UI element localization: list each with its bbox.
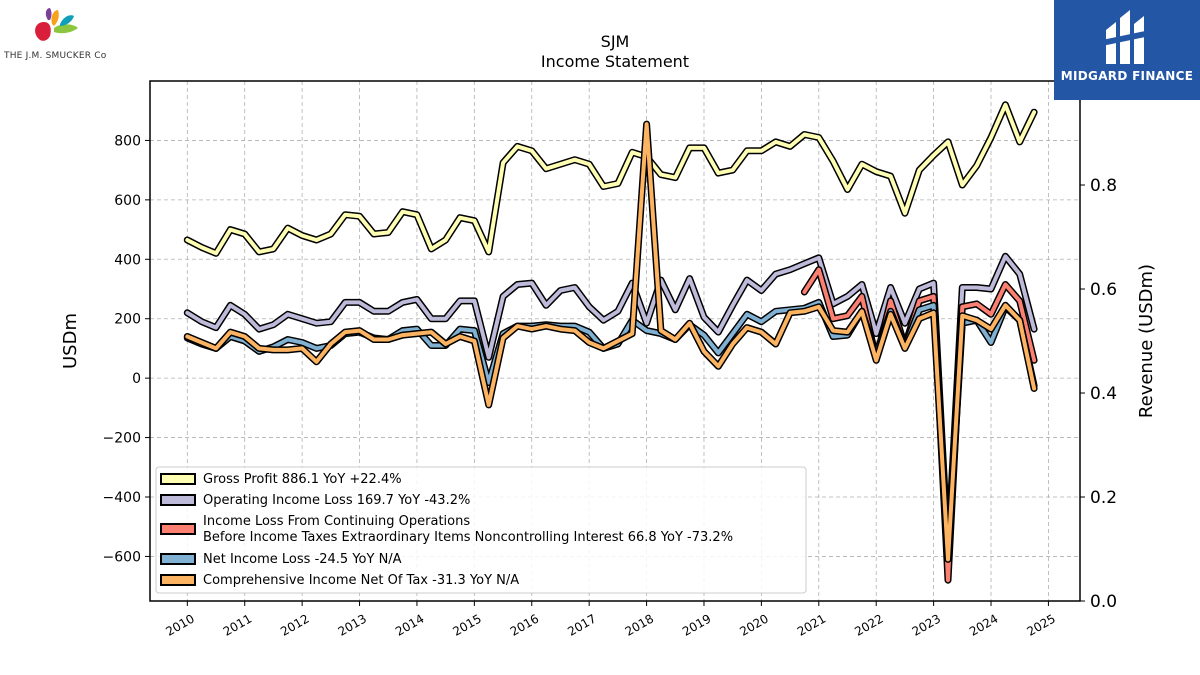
x-tick-label: 2016 bbox=[508, 611, 541, 638]
left-logo-text: THE J.M. SMUCKER Co bbox=[4, 51, 107, 61]
series-4 bbox=[183, 120, 1038, 563]
y2-axis-label: Revenue (USDm) bbox=[1136, 264, 1157, 418]
right-logo-text: MIDGARD FINANCE bbox=[1060, 69, 1194, 83]
x-tick-label: 2013 bbox=[336, 611, 369, 638]
x-tick-label: 2014 bbox=[393, 611, 426, 638]
series-outline bbox=[183, 101, 1038, 257]
x-tick-label: 2012 bbox=[278, 611, 311, 638]
y-axis-left: −600 −400 −200 0 200 400 600 800 bbox=[103, 133, 150, 565]
x-tick-label: 2020 bbox=[737, 611, 770, 638]
series-line bbox=[802, 267, 1037, 583]
midgard-emblem-icon bbox=[1102, 10, 1150, 64]
x-tick-label: 2011 bbox=[221, 611, 254, 638]
series-line bbox=[185, 102, 1037, 256]
y-tick-label: 400 bbox=[114, 252, 141, 268]
series-line bbox=[185, 254, 1037, 553]
legend-swatch bbox=[160, 574, 196, 586]
legend-label: Operating Income Loss 169.7 YoY -43.2% bbox=[203, 493, 470, 508]
x-tick-label: 2010 bbox=[163, 611, 196, 638]
legend-swatch bbox=[160, 553, 196, 565]
legend-label: Income Loss From Continuing Operations bbox=[203, 514, 470, 529]
legend-label: Comprehensive Income Net Of Tax -31.3 Yo… bbox=[203, 573, 519, 588]
legend-box bbox=[155, 466, 807, 594]
x-tick-label: 2024 bbox=[967, 611, 1000, 638]
y2-tick-label: 0.0 bbox=[1090, 592, 1117, 612]
y-tick-label: 600 bbox=[114, 193, 141, 209]
y-tick-label: 0 bbox=[132, 371, 141, 387]
series-2 bbox=[800, 266, 1038, 584]
x-tick-label: 2018 bbox=[623, 611, 656, 638]
x-axis: 2010 2011 2012 2013 2014 2015 2016 2017 2018 2019… bbox=[163, 601, 1058, 639]
series-0 bbox=[183, 101, 1038, 257]
y-tick-label: 200 bbox=[114, 312, 141, 328]
series-line bbox=[185, 122, 1037, 562]
legend-swatch bbox=[160, 523, 196, 535]
y-tick-label: −400 bbox=[103, 490, 141, 506]
chart-title: SJM bbox=[601, 32, 630, 51]
chart-subtitle: Income Statement bbox=[541, 52, 689, 71]
y2-tick-label: 0.8 bbox=[1090, 176, 1117, 196]
fruit-logo-icon bbox=[35, 8, 78, 41]
x-tick-label: 2022 bbox=[852, 611, 885, 638]
x-tick-label: 2015 bbox=[450, 611, 483, 638]
x-tick-label: 2019 bbox=[680, 611, 713, 638]
y2-tick-label: 0.2 bbox=[1090, 488, 1117, 508]
y2-tick-label: 0.6 bbox=[1090, 280, 1117, 300]
y-axis-label: USDm bbox=[60, 313, 81, 369]
series-1 bbox=[183, 252, 1038, 554]
x-tick-label: 2023 bbox=[910, 611, 943, 638]
y-tick-label: 800 bbox=[114, 133, 141, 149]
legend: Gross Profit 886.1 YoY +22.4% Operating I… bbox=[155, 466, 807, 594]
plot-frame bbox=[149, 80, 1081, 602]
y-tick-label: −600 bbox=[103, 549, 141, 565]
y2-tick-label: 0.4 bbox=[1090, 384, 1117, 404]
legend-label: Net Income Loss -24.5 YoY N/A bbox=[203, 552, 402, 567]
x-tick-label: 2025 bbox=[1024, 611, 1057, 638]
x-tick-label: 2017 bbox=[565, 611, 598, 638]
legend-label: Before Income Taxes Extraordinary Items … bbox=[203, 530, 733, 545]
y-axis-right: 0.0 0.2 0.4 0.6 0.8 bbox=[1080, 176, 1117, 612]
smucker-logo: THE J.M. SMUCKER Co bbox=[4, 4, 124, 66]
legend-swatch bbox=[160, 473, 196, 485]
x-tick-label: 2021 bbox=[795, 611, 828, 638]
midgard-finance-logo: MIDGARD FINANCE bbox=[1054, 0, 1200, 100]
series-layer bbox=[183, 101, 1038, 584]
legend-label: Gross Profit 886.1 YoY +22.4% bbox=[203, 472, 402, 487]
legend-swatch bbox=[160, 494, 196, 506]
y-tick-label: −200 bbox=[103, 431, 141, 447]
